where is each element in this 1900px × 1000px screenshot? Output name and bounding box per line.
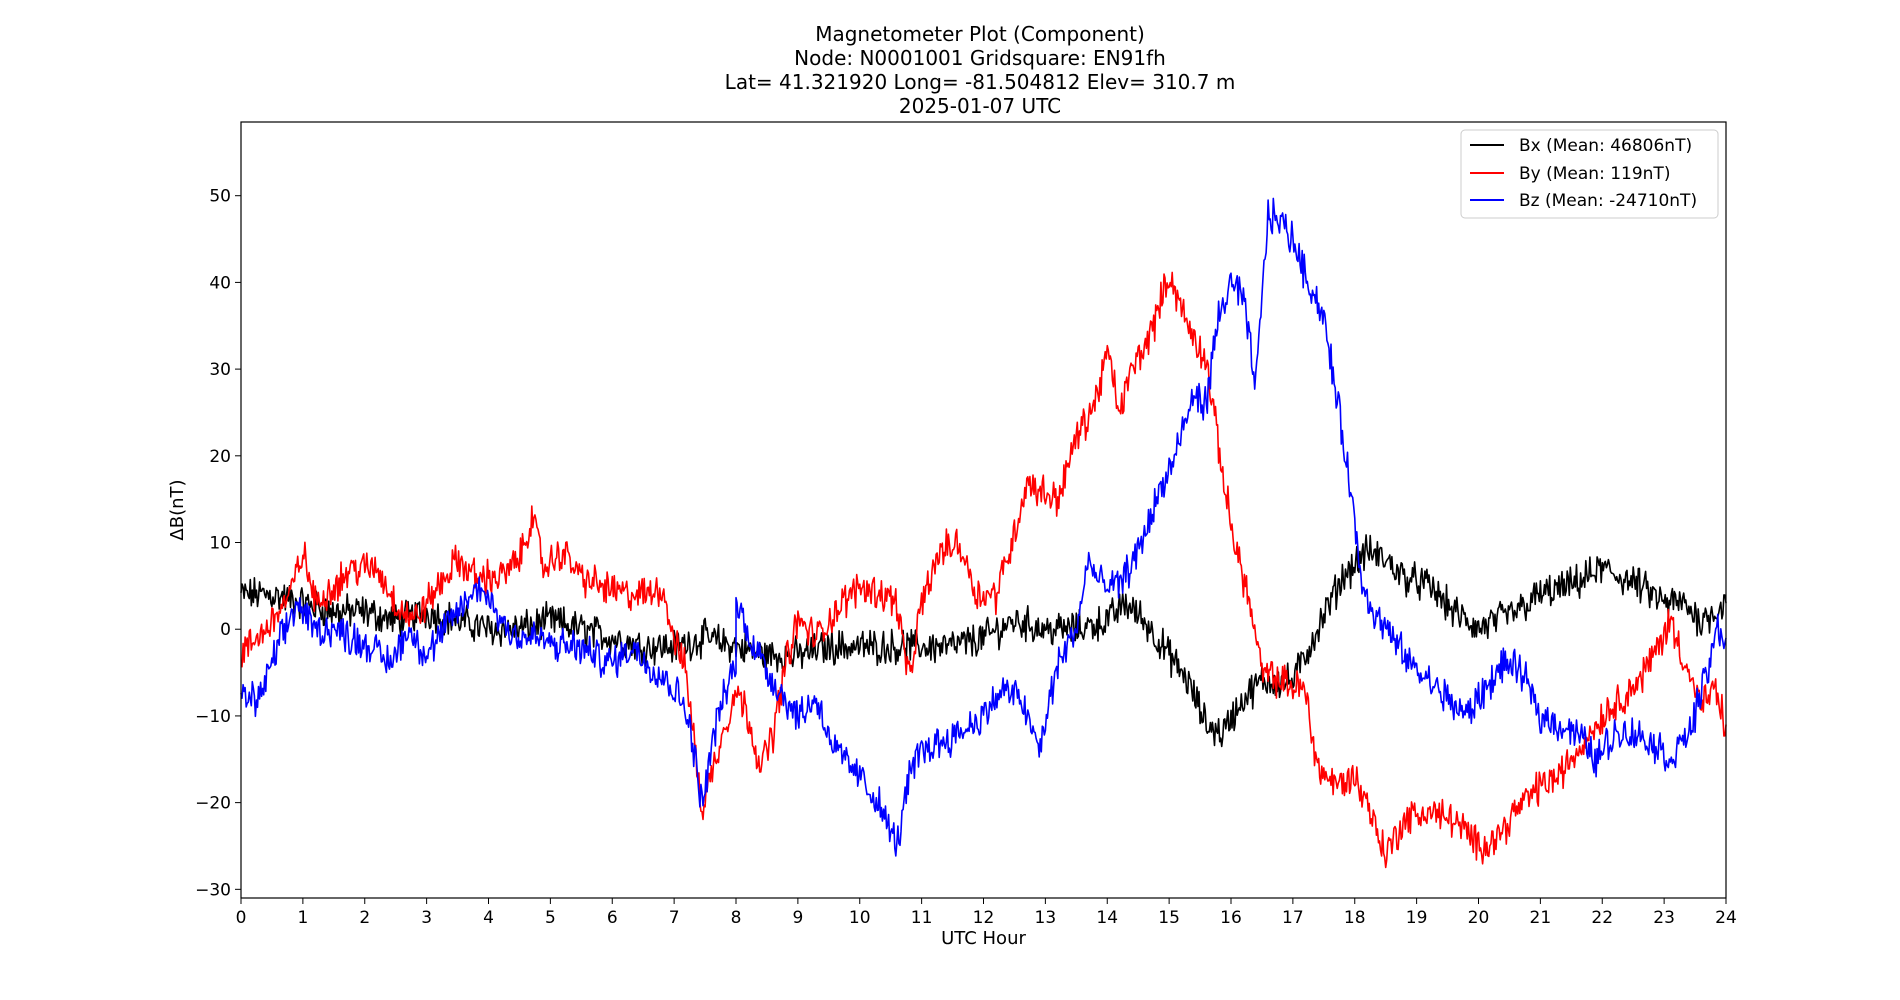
legend-entry-bx: Bx (Mean: 46806nT) — [1519, 136, 1692, 156]
x-tick-label: 6 — [607, 908, 618, 928]
x-tick-label: 9 — [792, 908, 803, 928]
x-tick-label: 23 — [1653, 908, 1675, 928]
y-tick-label: −10 — [195, 707, 231, 727]
x-tick-label: 5 — [545, 908, 556, 928]
x-tick-label: 19 — [1406, 908, 1428, 928]
legend-box — [1460, 129, 1719, 219]
x-tick-label: 0 — [236, 908, 247, 928]
y-tick-label: 30 — [209, 360, 231, 380]
x-tick-label: 3 — [421, 908, 432, 928]
x-tick-label: 1 — [297, 908, 308, 928]
y-tick-label: 0 — [220, 620, 231, 640]
x-tick-label: 21 — [1530, 908, 1552, 928]
y-axis-label: ΔB(nT) — [167, 479, 188, 540]
x-tick-label: 2 — [359, 908, 370, 928]
y-tick-label: 40 — [209, 273, 231, 293]
series-layer — [240, 197, 1727, 869]
legend-entry-by: By (Mean: 119nT) — [1519, 164, 1670, 184]
x-tick-label: 18 — [1344, 908, 1366, 928]
x-tick-label: 20 — [1468, 908, 1490, 928]
chart-title-line: Node: N0001001 Gridsquare: EN91fh — [794, 46, 1166, 70]
y-tick-label: −20 — [195, 794, 231, 814]
x-tick-label: 14 — [1096, 908, 1118, 928]
legend: Bx (Mean: 46806nT) By (Mean: 119nT) Bz (… — [1460, 129, 1719, 219]
chart-title: Magnetometer Plot (Component) Node: N000… — [725, 22, 1236, 118]
x-tick-label: 16 — [1220, 908, 1242, 928]
series-line-by — [240, 271, 1727, 869]
y-tick-label: −30 — [195, 880, 231, 900]
y-tick-label: 10 — [209, 534, 231, 554]
x-tick-label: 17 — [1282, 908, 1304, 928]
x-axis-label: UTC Hour — [941, 928, 1026, 949]
chart-title-line: Magnetometer Plot (Component) — [815, 22, 1145, 46]
plot-area-frame — [240, 121, 1727, 899]
x-tick-label: 4 — [483, 908, 494, 928]
x-tick-label: 10 — [849, 908, 871, 928]
x-tick-label: 12 — [973, 908, 995, 928]
legend-entry-bz: Bz (Mean: -24710nT) — [1519, 191, 1697, 211]
x-tick-label: 13 — [1035, 908, 1057, 928]
chart-title-line: 2025-01-07 UTC — [899, 94, 1061, 118]
x-axis-ticks: 0 1 2 3 4 5 6 7 8 9 10 11 12 13 14 15 16 17 18 19 20 21 22 23 24 — [236, 898, 1737, 928]
x-tick-label: 11 — [911, 908, 933, 928]
x-tick-label: 8 — [731, 908, 742, 928]
series-line-bx — [240, 534, 1727, 748]
y-axis-ticks: −30 −20 −10 0 10 20 30 40 50 — [195, 187, 241, 900]
series-line-bz — [240, 197, 1727, 857]
x-tick-label: 24 — [1715, 908, 1737, 928]
x-tick-label: 22 — [1591, 908, 1613, 928]
x-tick-label: 15 — [1158, 908, 1180, 928]
y-tick-label: 50 — [209, 187, 231, 207]
x-tick-label: 7 — [669, 908, 680, 928]
y-tick-label: 20 — [209, 447, 231, 467]
chart-title-line: Lat= 41.321920 Long= -81.504812 Elev= 31… — [725, 70, 1236, 94]
